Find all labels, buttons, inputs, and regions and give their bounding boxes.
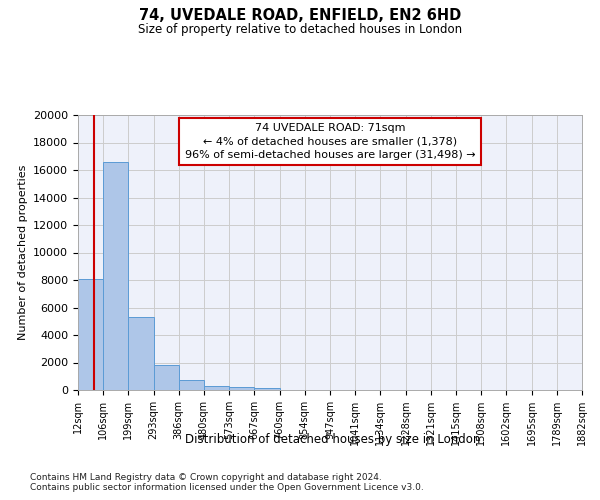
Y-axis label: Number of detached properties: Number of detached properties (17, 165, 28, 340)
Bar (229, 387, 254, 390)
Bar (128, 317, 154, 390)
Text: 74 UVEDALE ROAD: 71sqm
← 4% of detached houses are smaller (1,378)
96% of semi-d: 74 UVEDALE ROAD: 71sqm ← 4% of detached … (185, 123, 475, 160)
Bar (103, 162, 128, 390)
Bar (154, 365, 179, 390)
Text: Contains public sector information licensed under the Open Government Licence v3: Contains public sector information licen… (30, 484, 424, 492)
Text: Distribution of detached houses by size in London: Distribution of detached houses by size … (185, 432, 481, 446)
Bar (78, 278, 103, 390)
Bar (179, 380, 204, 390)
Bar (204, 386, 229, 390)
Text: Contains HM Land Registry data © Crown copyright and database right 2024.: Contains HM Land Registry data © Crown c… (30, 472, 382, 482)
Text: Size of property relative to detached houses in London: Size of property relative to detached ho… (138, 24, 462, 36)
Bar (254, 388, 280, 390)
Text: 74, UVEDALE ROAD, ENFIELD, EN2 6HD: 74, UVEDALE ROAD, ENFIELD, EN2 6HD (139, 8, 461, 22)
